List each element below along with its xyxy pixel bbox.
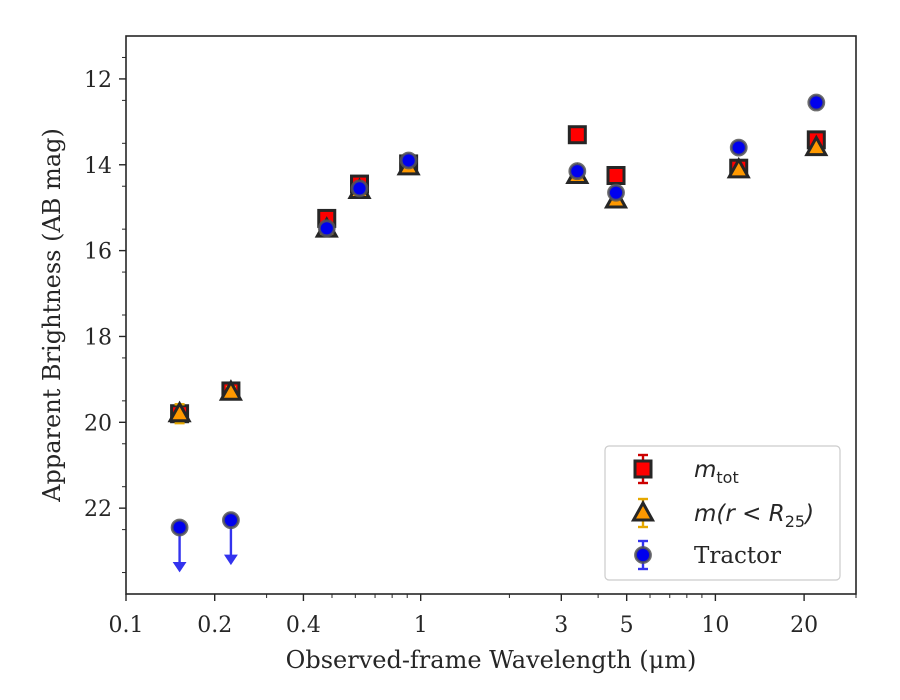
marker-circle (729, 138, 748, 157)
y-tick-label: 16 (84, 240, 112, 265)
data-point (804, 134, 829, 157)
x-tick-label: 5 (620, 613, 634, 638)
data-point (807, 93, 826, 112)
data-point (218, 379, 243, 401)
marker-circle (807, 93, 826, 112)
series-circle (170, 93, 826, 573)
legend-marker-triangle (630, 499, 656, 522)
data-point (606, 166, 626, 185)
axes: 0.1 0.2 0.4 1 3 5 10 20 12 14 16 18 20 22 Observed-fra… (38, 35, 857, 674)
legend-label: Tractor (694, 543, 781, 569)
data-point (399, 151, 418, 170)
marker-triangle (804, 134, 829, 157)
legend-marker-square (633, 459, 653, 479)
legend-entry: mtot (633, 453, 739, 487)
y-tick-label: 18 (84, 325, 112, 350)
series-triangle (167, 134, 829, 425)
marker-circle (568, 162, 587, 181)
upper-limit-arrowhead (223, 554, 238, 566)
x-axis-title: Observed-frame Wavelength (μm) (286, 646, 697, 674)
data-point (317, 219, 336, 238)
data-point (567, 125, 587, 145)
marker-circle (222, 511, 240, 530)
x-tick-label: 0.1 (109, 613, 144, 638)
legend-label: mtot (694, 457, 739, 487)
y-tick-label: 20 (84, 411, 112, 436)
marker-circle (607, 183, 625, 202)
marker-triangle (218, 379, 243, 401)
marker-triangle (726, 156, 751, 179)
data-point (170, 518, 189, 573)
legend: mtot m(r < R25) Tractor (604, 445, 841, 581)
x-tick-label: 0.2 (197, 613, 232, 638)
y-axis-title: Apparent Brightness (AB mag) (38, 128, 66, 503)
data-point (350, 179, 369, 198)
marker-triangle (167, 400, 192, 423)
data-point (568, 162, 587, 181)
x-tick-label: 1 (414, 613, 428, 638)
marker-circle (399, 151, 418, 170)
x-tick-label: 3 (554, 613, 568, 638)
data-point (222, 511, 240, 566)
data-series (167, 93, 829, 573)
series-square (170, 125, 826, 424)
x-tick-label: 10 (701, 613, 729, 638)
legend-entry: Tractor (634, 539, 781, 571)
x-tick-label: 0.4 (286, 613, 321, 638)
marker-circle (350, 179, 369, 198)
legend-box (604, 445, 841, 581)
y-tick-label: 12 (84, 68, 112, 93)
data-point (167, 400, 192, 425)
marker-square (606, 166, 626, 185)
marker-square (567, 125, 587, 145)
y-tick-label: 22 (84, 497, 112, 522)
legend-entry: m(r < R25) (630, 497, 814, 531)
data-point (729, 138, 748, 157)
legend-label: m(r < R25) (694, 501, 814, 531)
y-tick-label: 14 (84, 154, 112, 179)
data-point (726, 156, 751, 179)
upper-limit-arrowhead (172, 561, 187, 573)
x-tick-label: 20 (790, 613, 818, 638)
marker-circle (317, 219, 336, 238)
data-point (607, 183, 625, 202)
marker-circle (170, 518, 189, 537)
legend-marker-circle (634, 546, 652, 564)
